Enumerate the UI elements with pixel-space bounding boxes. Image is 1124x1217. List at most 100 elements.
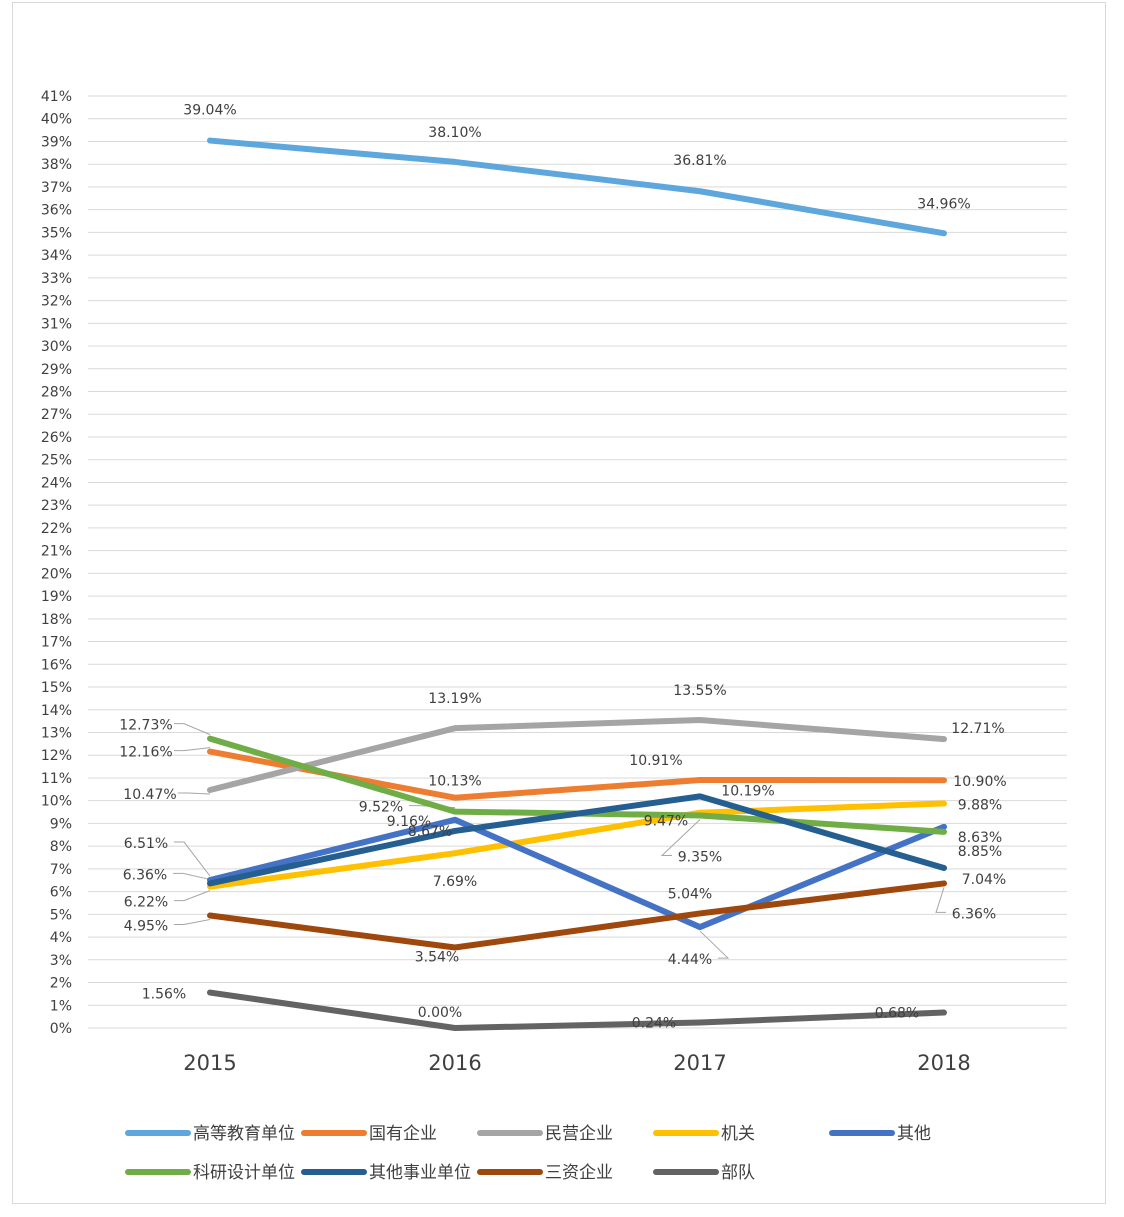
data-label-4-2016: 9.16% [387, 814, 431, 830]
y-tick-label: 9% [50, 816, 72, 832]
leader-line [174, 723, 211, 736]
x-tick-label-2015: 2015 [183, 1051, 236, 1075]
y-tick-label: 0% [50, 1021, 72, 1037]
legend-label: 其他 [897, 1124, 931, 1144]
data-label-0-2016: 38.10% [428, 125, 481, 141]
data-label-7-2015: 4.95% [124, 918, 168, 934]
data-label-0-2015: 39.04% [183, 103, 236, 119]
data-label-1-2015: 12.16% [119, 745, 172, 761]
legend-item-1[interactable]: 国有企业 [301, 1124, 437, 1144]
data-label-4-2015: 6.51% [124, 836, 168, 852]
leader-line [660, 819, 701, 856]
y-axis-ticks: 0% 1% 2% 3% 4% 5% 6% 7% 8% 9% 10% 11% 12% 13% 14% 15% 16… [41, 89, 72, 1037]
y-tick-label: 1% [50, 998, 72, 1014]
y-tick-label: 19% [41, 589, 72, 605]
leader-line [935, 887, 946, 913]
data-label-5-2015: 12.73% [119, 718, 172, 734]
legend-item-2[interactable]: 民营企业 [477, 1124, 613, 1144]
data-label-4-2017: 4.44% [668, 952, 712, 968]
x-tick-label-2016: 2016 [428, 1051, 481, 1075]
y-tick-label: 28% [41, 385, 72, 401]
leader-line [178, 792, 211, 795]
y-tick-label: 26% [41, 430, 72, 446]
legend-item-8[interactable]: 部队 [653, 1163, 755, 1183]
label-leader-lines [173, 723, 946, 959]
legend-item-3[interactable]: 机关 [653, 1124, 755, 1144]
data-label-6-2018: 7.04% [962, 872, 1006, 888]
data-label-1-2017: 10.91% [629, 753, 682, 769]
legend-label: 科研设计单位 [193, 1163, 295, 1183]
y-tick-label: 41% [41, 89, 72, 105]
series-lines [207, 137, 947, 1031]
y-tick-label: 6% [50, 885, 72, 901]
data-label-1-2016: 10.13% [428, 774, 481, 790]
y-tick-label: 24% [41, 475, 72, 491]
legend-label: 民营企业 [545, 1124, 613, 1144]
series-line-1 [207, 748, 947, 801]
y-tick-label: 11% [41, 771, 72, 787]
series-line-6 [207, 793, 947, 887]
x-tick-label-2017: 2017 [673, 1051, 726, 1075]
y-tick-label: 16% [41, 657, 72, 673]
y-tick-label: 30% [41, 339, 72, 355]
y-tick-label: 7% [50, 862, 72, 878]
y-tick-label: 2% [50, 976, 72, 992]
series-line-3 [207, 800, 947, 890]
legend-item-7[interactable]: 三资企业 [477, 1163, 613, 1183]
data-label-6-2015: 6.36% [123, 867, 167, 883]
leader-line [174, 841, 211, 877]
data-label-5-2017: 9.35% [678, 849, 722, 865]
y-tick-label: 17% [41, 635, 72, 651]
y-tick-label: 4% [50, 930, 72, 946]
y-tick-label: 34% [41, 248, 72, 264]
y-tick-label: 5% [50, 907, 72, 923]
y-tick-label: 23% [41, 498, 72, 514]
data-label-3-2018: 9.88% [958, 797, 1002, 813]
legend-label: 其他事业单位 [369, 1163, 471, 1183]
y-tick-label: 3% [50, 953, 72, 969]
chart-frame [12, 2, 1106, 1204]
data-label-3-2017: 9.47% [644, 814, 688, 830]
y-tick-label: 39% [41, 134, 72, 150]
leader-line [173, 872, 211, 880]
legend-item-6[interactable]: 其他事业单位 [301, 1163, 471, 1183]
y-tick-label: 32% [41, 294, 72, 310]
legend-item-5[interactable]: 科研设计单位 [125, 1163, 295, 1183]
data-label-7-2016: 3.54% [415, 950, 459, 966]
y-tick-label: 25% [41, 453, 72, 469]
series-line-5 [207, 735, 947, 835]
series-line-0 [207, 137, 947, 237]
data-label-0-2018: 34.96% [917, 196, 970, 212]
y-tick-label: 33% [41, 271, 72, 287]
y-tick-label: 20% [41, 566, 72, 582]
data-label-7-2018: 6.36% [952, 906, 996, 922]
data-label-5-2016: 9.52% [359, 800, 403, 816]
data-label-8-2017: 0.24% [632, 1016, 676, 1032]
legend-label: 三资企业 [545, 1163, 613, 1183]
y-tick-label: 18% [41, 612, 72, 628]
y-tick-label: 35% [41, 225, 72, 241]
leader-line [174, 918, 211, 925]
y-tick-label: 31% [41, 316, 72, 332]
series-line-4 [207, 816, 947, 931]
data-label-2-2016: 13.19% [428, 691, 481, 707]
data-label-8-2015: 1.56% [142, 987, 186, 1003]
gridlines [88, 95, 1067, 1029]
x-axis-ticks: 2015 2016 2017 2018 [183, 1051, 970, 1075]
data-label-4-2018: 8.85% [958, 844, 1002, 860]
y-tick-label: 21% [41, 544, 72, 560]
legend-label: 国有企业 [369, 1124, 437, 1144]
data-label-6-2016: 8.67% [408, 824, 452, 840]
legend-item-4[interactable]: 其他 [829, 1124, 931, 1144]
legend-label: 高等教育单位 [193, 1124, 295, 1144]
legend-item-0[interactable]: 高等教育单位 [125, 1124, 295, 1144]
y-tick-label: 29% [41, 362, 72, 378]
data-labels: 39.04% 38.10% 36.81% 34.96% 12.16% 10.13% 10.9… [119, 103, 1006, 1032]
data-label-7-2017: 5.04% [668, 886, 712, 902]
data-label-3-2016: 7.69% [433, 874, 477, 890]
y-tick-label: 12% [41, 748, 72, 764]
legend-label: 部队 [721, 1163, 755, 1183]
y-tick-label: 27% [41, 407, 72, 423]
y-tick-label: 15% [41, 680, 72, 696]
leader-line [174, 890, 211, 902]
